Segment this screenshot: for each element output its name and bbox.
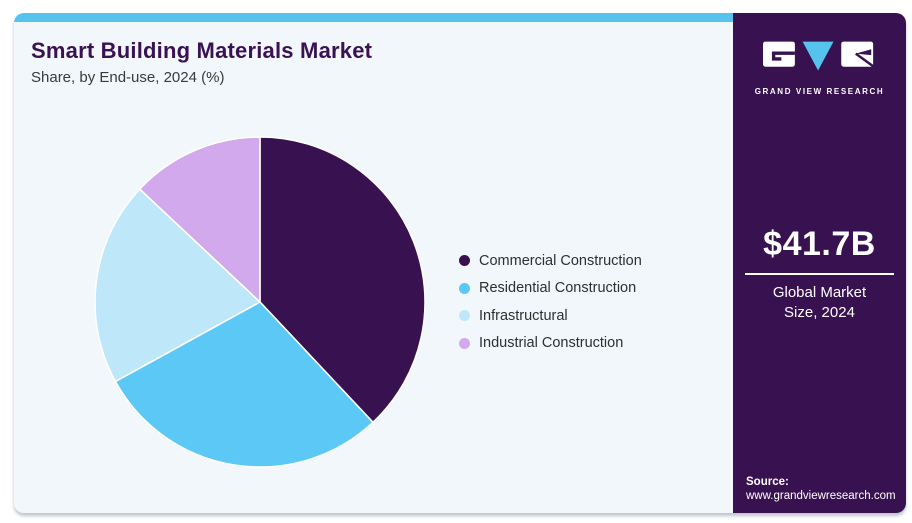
legend-label: Infrastructural [479, 307, 568, 324]
legend: Commercial Construction Residential Cons… [459, 247, 642, 357]
legend-label: Commercial Construction [479, 252, 642, 269]
source-label: Source: [746, 476, 789, 488]
pie-chart [94, 136, 426, 468]
market-size-value: $41.7B [763, 225, 876, 263]
legend-swatch-icon [459, 310, 470, 322]
title-block: Smart Building Materials Market Share, b… [31, 38, 372, 86]
source-url[interactable]: www.grandviewresearch.com [746, 490, 896, 502]
legend-item: Commercial Construction [459, 247, 642, 275]
legend-swatch-icon [459, 282, 470, 294]
gvr-logo-icon [762, 41, 876, 71]
legend-item: Industrial Construction [459, 330, 642, 358]
brand-name: GRAND VIEW RESEARCH [754, 87, 885, 96]
pie-slice [138, 136, 261, 303]
report-banner: Smart Building Materials Market Share, b… [14, 13, 906, 513]
market-size-label: Global Market Size, 2024 [772, 284, 867, 322]
legend-swatch-icon [459, 337, 470, 349]
legend-label: Industrial Construction [479, 335, 624, 352]
source-block: Source: www.grandviewresearch.com [746, 476, 896, 502]
pie-slice [259, 136, 426, 424]
market-size-block: $41.7B Global Market Size, 2024 [733, 225, 906, 324]
sidebar: GRAND VIEW RESEARCH $41.7B Global Market… [733, 13, 906, 513]
pie-slice [114, 301, 374, 468]
page-title: Smart Building Materials Market [31, 38, 373, 63]
legend-item: Residential Construction [459, 275, 642, 303]
legend-item: Infrastructural [459, 302, 642, 330]
legend-swatch-icon [459, 255, 470, 267]
divider [745, 273, 894, 275]
chart-panel: Smart Building Materials Market Share, b… [14, 13, 733, 513]
gvr-logo: GRAND VIEW RESEARCH [733, 37, 906, 96]
legend-label: Residential Construction [479, 280, 637, 297]
pie-slice [94, 188, 261, 383]
accent-bar [14, 13, 733, 22]
page-subtitle: Share, by End-use, 2024 (%) [31, 69, 225, 86]
